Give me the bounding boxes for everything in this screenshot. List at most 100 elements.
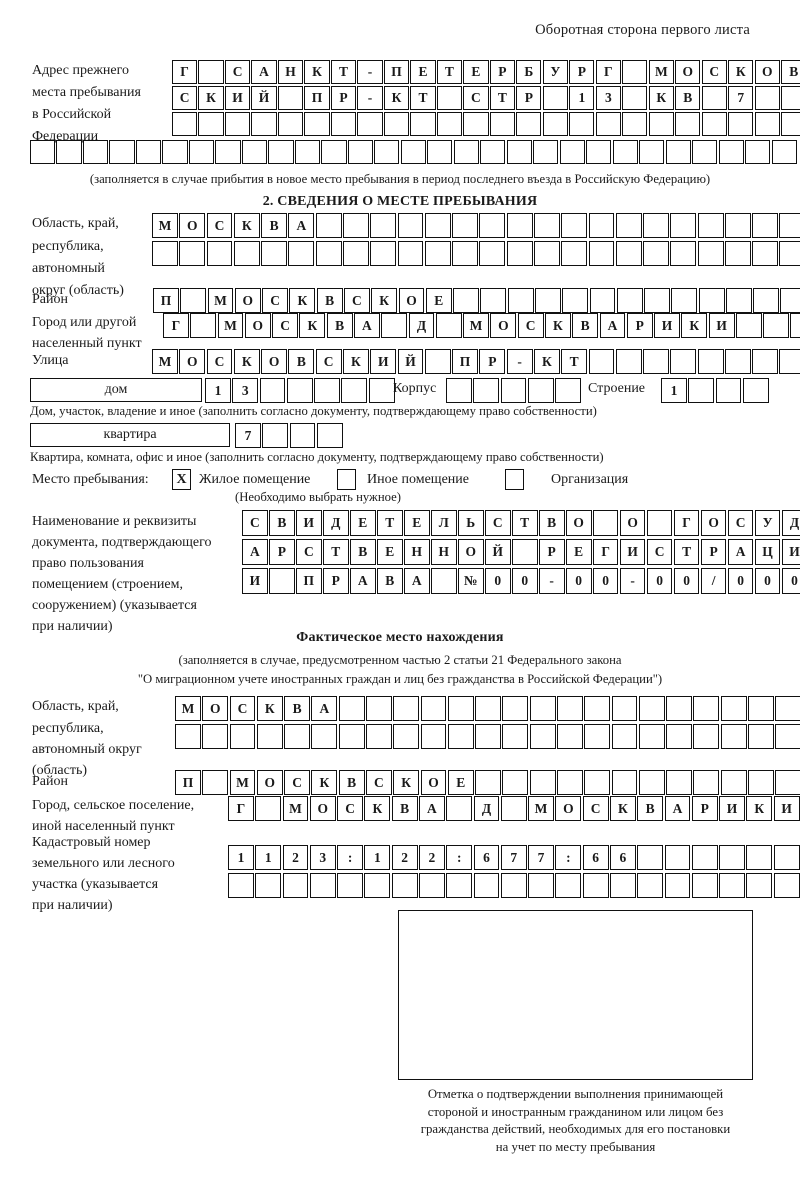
- doc-row-2-cell-10[interactable]: Й: [484, 539, 511, 565]
- district-row-cell-17[interactable]: [589, 288, 616, 313]
- actual-city-row-cell-1[interactable]: Г: [228, 796, 254, 821]
- region-row-1-cell-3[interactable]: С: [206, 213, 233, 238]
- actual-city-row-cell-4[interactable]: О: [309, 796, 336, 821]
- actual-region-row-1-cell-6[interactable]: А: [311, 696, 338, 721]
- prev-address-row-1-cell-15[interactable]: У: [542, 60, 568, 84]
- region-row-1-cell-17[interactable]: [588, 213, 615, 238]
- district-row-cell-18[interactable]: [616, 288, 643, 313]
- actual-region-row-1-cell-15[interactable]: [556, 696, 583, 721]
- city-row-cell-17[interactable]: А: [599, 313, 626, 338]
- cadastral-row-1-cell-8[interactable]: 2: [418, 845, 445, 870]
- cadastral-row-1-cell-5[interactable]: :: [337, 845, 364, 870]
- region-row-2-cell-17[interactable]: [588, 241, 615, 266]
- actual-region-row-2-cell-5[interactable]: [284, 724, 311, 749]
- cadastral-row-2-cell-1[interactable]: [228, 873, 254, 898]
- prev-address-row-3-cell-17[interactable]: [595, 112, 621, 136]
- street-row-cell-21[interactable]: [697, 349, 724, 374]
- prev-address-row-3-cell-4[interactable]: [251, 112, 277, 136]
- cadastral-row-1-cell-10[interactable]: 6: [473, 845, 500, 870]
- cadastral-row-2-cell-16[interactable]: [637, 873, 664, 898]
- stroenie-row[interactable]: 1: [661, 378, 770, 403]
- city-row-cell-4[interactable]: О: [244, 313, 271, 338]
- actual-city-row-cell-20[interactable]: К: [746, 796, 773, 821]
- region-row-1-cell-8[interactable]: [342, 213, 369, 238]
- city-row-cell-22[interactable]: [735, 313, 762, 338]
- prev-address-row-1-cell-3[interactable]: С: [224, 60, 251, 84]
- region-row-1-cell-19[interactable]: [643, 213, 669, 238]
- prev-address-row-2-cell-6[interactable]: П: [304, 86, 330, 110]
- street-row-cell-17[interactable]: [588, 349, 615, 374]
- street-row-cell-9[interactable]: И: [370, 349, 397, 374]
- prev-address-row-4-cell-28[interactable]: [745, 140, 771, 164]
- cadastral-row-2-cell-5[interactable]: [337, 873, 364, 898]
- region-row-1-cell-14[interactable]: [506, 213, 533, 238]
- district-row-cell-4[interactable]: О: [234, 288, 261, 313]
- actual-city-row-cell-5[interactable]: С: [337, 796, 364, 821]
- district-row-cell-10[interactable]: О: [398, 288, 425, 313]
- prev-address-row-4-cell-24[interactable]: [639, 140, 665, 164]
- prev-address-row-3-cell-10[interactable]: [410, 112, 436, 136]
- actual-region-row-1-cell-11[interactable]: [447, 696, 474, 721]
- district-row-cell-24[interactable]: [780, 288, 800, 313]
- street-row-cell-3[interactable]: С: [206, 349, 233, 374]
- actual-region-row-1-cell-1[interactable]: М: [175, 696, 201, 721]
- prev-address-row-2-cell-22[interactable]: 7: [728, 86, 754, 110]
- prev-address-row-3-cell-2[interactable]: [198, 112, 224, 136]
- street-row-cell-23[interactable]: [752, 349, 779, 374]
- street-row-cell-13[interactable]: Р: [479, 349, 506, 374]
- prev-address-row-2-cell-3[interactable]: И: [224, 86, 251, 110]
- actual-region-row-1-cell-10[interactable]: [420, 696, 447, 721]
- city-row-cell-11[interactable]: [435, 313, 462, 338]
- cadastral-row-2-cell-15[interactable]: [609, 873, 636, 898]
- street-row-cell-4[interactable]: К: [233, 349, 260, 374]
- district-row-cell-20[interactable]: [671, 288, 698, 313]
- doc-row-3-cell-3[interactable]: П: [295, 568, 322, 594]
- district-row-cell-3[interactable]: М: [207, 288, 234, 313]
- actual-district-row-cell-9[interactable]: К: [393, 770, 420, 795]
- region-row-2-cell-10[interactable]: [397, 241, 424, 266]
- prev-address-row-4-cell-2[interactable]: [56, 140, 82, 164]
- prev-address-row-2-cell-19[interactable]: К: [648, 86, 674, 110]
- doc-row-2-cell-1[interactable]: А: [242, 539, 268, 565]
- prev-address-row-4-cell-13[interactable]: [347, 140, 373, 164]
- prev-address-row-3-cell-19[interactable]: [648, 112, 674, 136]
- house-row-cell-2[interactable]: 3: [232, 378, 259, 403]
- doc-row-1-cell-2[interactable]: В: [268, 510, 295, 536]
- prev-address-row-2-cell-11[interactable]: [436, 86, 463, 110]
- region-row-2[interactable]: [152, 241, 800, 266]
- doc-row-2-cell-17[interactable]: Т: [673, 539, 700, 565]
- region-row-1-cell-23[interactable]: [752, 213, 779, 238]
- prev-address-row-4-cell-19[interactable]: [506, 140, 532, 164]
- prev-address-row-4-cell-17[interactable]: [453, 140, 479, 164]
- actual-region-row-2-cell-19[interactable]: [666, 724, 692, 749]
- street-row-cell-7[interactable]: С: [315, 349, 342, 374]
- prev-address-row-2-cell-2[interactable]: К: [198, 86, 224, 110]
- doc-row-1-cell-1[interactable]: С: [242, 510, 268, 536]
- actual-district-row-cell-7[interactable]: В: [338, 770, 365, 795]
- doc-row-3-cell-10[interactable]: 0: [484, 568, 511, 594]
- region-row-2-cell-2[interactable]: [179, 241, 206, 266]
- stroenie-row-cell-4[interactable]: [742, 378, 769, 403]
- prev-address-row-4-cell-26[interactable]: [692, 140, 718, 164]
- prev-address-row-3-cell-24[interactable]: [781, 112, 800, 136]
- district-row-cell-22[interactable]: [725, 288, 752, 313]
- street-row-cell-16[interactable]: Т: [561, 349, 588, 374]
- actual-city-row-cell-18[interactable]: Р: [691, 796, 718, 821]
- cadastral-row-1-cell-1[interactable]: 1: [228, 845, 254, 870]
- prev-address-row-2-cell-13[interactable]: Т: [489, 86, 515, 110]
- cadastral-row-2-cell-7[interactable]: [391, 873, 418, 898]
- street-row-cell-5[interactable]: О: [261, 349, 288, 374]
- house-row-cell-6[interactable]: [341, 378, 368, 403]
- house-row-cell-4[interactable]: [286, 378, 313, 403]
- prev-address-row-2-cell-15[interactable]: [542, 86, 568, 110]
- region-row-1-cell-6[interactable]: А: [288, 213, 315, 238]
- korpus-row-cell-4[interactable]: [527, 378, 554, 403]
- actual-region-row-1-cell-16[interactable]: [584, 696, 611, 721]
- prev-address-row-4-cell-29[interactable]: [771, 140, 797, 164]
- stroenie-row-cell-3[interactable]: [715, 378, 742, 403]
- actual-district-row-cell-18[interactable]: [638, 770, 665, 795]
- doc-row-1-cell-21[interactable]: Д: [781, 510, 800, 536]
- actual-district-row-cell-23[interactable]: [775, 770, 800, 795]
- region-row-1-cell-4[interactable]: К: [233, 213, 260, 238]
